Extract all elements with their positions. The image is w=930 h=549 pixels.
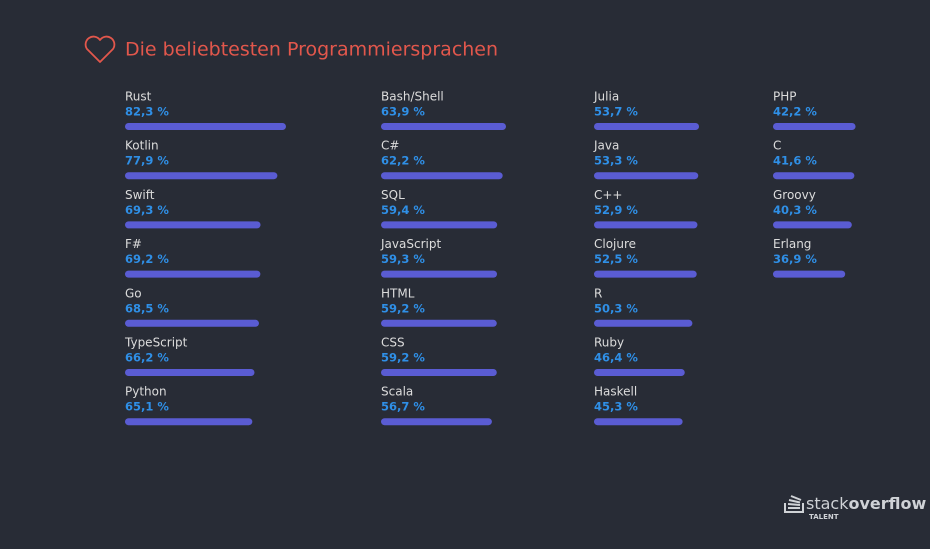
category-label: Python bbox=[125, 385, 167, 399]
bar bbox=[594, 270, 697, 278]
heart-icon bbox=[84, 35, 116, 63]
category-label: Julia bbox=[593, 90, 619, 104]
category-label: C bbox=[773, 139, 781, 153]
value-label: 36,9 % bbox=[773, 252, 817, 266]
value-label: 53,3 % bbox=[594, 154, 638, 168]
category-label: Kotlin bbox=[125, 139, 159, 153]
category-label: Java bbox=[593, 139, 619, 153]
category-label: Bash/Shell bbox=[381, 90, 444, 104]
value-label: 59,3 % bbox=[381, 252, 425, 266]
bar bbox=[594, 221, 698, 229]
value-label: 69,2 % bbox=[125, 252, 169, 266]
value-label: 77,9 % bbox=[125, 154, 169, 168]
value-label: 52,9 % bbox=[594, 203, 638, 217]
category-label: SQL bbox=[381, 188, 405, 202]
value-label: 69,3 % bbox=[125, 203, 169, 217]
logo-overflow: overflow bbox=[848, 494, 926, 513]
category-label: HTML bbox=[381, 286, 415, 300]
category-label: Ruby bbox=[594, 336, 624, 350]
bar bbox=[125, 221, 261, 229]
chart-title: Die beliebtesten Programmiersprachen bbox=[125, 39, 498, 61]
bar bbox=[773, 221, 852, 229]
category-label: JavaScript bbox=[380, 237, 441, 251]
category-label: F# bbox=[125, 237, 142, 251]
category-label: TypeScript bbox=[124, 336, 188, 350]
value-label: 59,2 % bbox=[381, 301, 425, 315]
value-label: 45,3 % bbox=[594, 400, 638, 414]
bar bbox=[594, 319, 693, 327]
bar bbox=[125, 270, 261, 278]
category-label: Haskell bbox=[594, 385, 637, 399]
value-label: 52,5 % bbox=[594, 252, 638, 266]
bar bbox=[125, 319, 259, 327]
bar bbox=[594, 123, 700, 130]
category-label: Go bbox=[125, 286, 142, 300]
category-label: Rust bbox=[125, 90, 152, 104]
bar bbox=[381, 369, 497, 376]
value-label: 42,2 % bbox=[773, 105, 817, 119]
bar bbox=[773, 123, 856, 130]
bar bbox=[381, 418, 492, 426]
bar bbox=[773, 172, 855, 180]
category-label: C++ bbox=[594, 188, 623, 202]
bar bbox=[125, 369, 255, 376]
logo-icon bbox=[784, 495, 804, 513]
category-label: PHP bbox=[773, 90, 797, 104]
value-label: 41,6 % bbox=[773, 154, 817, 168]
bar bbox=[125, 172, 278, 180]
value-label: 53,7 % bbox=[594, 105, 638, 119]
bar bbox=[773, 270, 846, 278]
value-label: 68,5 % bbox=[125, 301, 169, 315]
value-label: 59,4 % bbox=[381, 203, 425, 217]
value-label: 63,9 % bbox=[381, 105, 425, 119]
bar bbox=[381, 319, 497, 327]
value-label: 40,3 % bbox=[773, 203, 817, 217]
bar bbox=[125, 123, 286, 130]
bar bbox=[381, 123, 506, 130]
logo-brand: stackoverflow bbox=[806, 494, 927, 513]
value-label: 82,3 % bbox=[125, 105, 169, 119]
category-label: Groovy bbox=[773, 188, 816, 202]
value-label: 50,3 % bbox=[594, 301, 638, 315]
category-label: Scala bbox=[381, 385, 413, 399]
category-label: Erlang bbox=[773, 237, 811, 251]
value-label: 65,1 % bbox=[125, 400, 169, 414]
bar bbox=[594, 172, 699, 180]
value-label: 59,2 % bbox=[381, 351, 425, 365]
value-label: 66,2 % bbox=[125, 351, 169, 365]
bar bbox=[125, 418, 253, 426]
logo-stack: stack bbox=[806, 494, 849, 513]
value-label: 46,4 % bbox=[594, 351, 638, 365]
bar bbox=[594, 369, 685, 376]
bar bbox=[381, 221, 498, 229]
category-label: R bbox=[594, 286, 602, 300]
value-label: 56,7 % bbox=[381, 400, 425, 414]
logo-sub: TALENT bbox=[809, 513, 839, 521]
bar bbox=[381, 270, 497, 278]
category-label: Swift bbox=[125, 188, 155, 202]
bar bbox=[381, 172, 503, 180]
bar bbox=[594, 418, 683, 426]
category-label: CSS bbox=[381, 336, 405, 350]
category-label: C# bbox=[381, 139, 399, 153]
value-label: 62,2 % bbox=[381, 154, 425, 168]
category-label: Clojure bbox=[594, 237, 636, 251]
